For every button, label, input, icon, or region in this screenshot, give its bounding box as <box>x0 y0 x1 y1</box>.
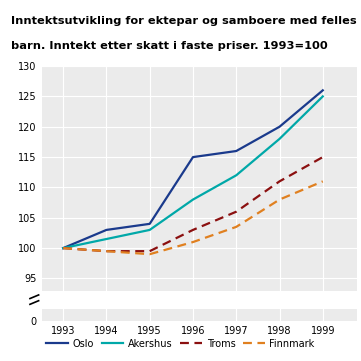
Text: barn. Inntekt etter skatt i faste priser. 1993=100: barn. Inntekt etter skatt i faste priser… <box>11 41 327 51</box>
Legend: Oslo, Akershus, Troms, Finnmark: Oslo, Akershus, Troms, Finnmark <box>43 335 318 353</box>
Text: Inntektsutvikling for ektepar og samboere med felles: Inntektsutvikling for ektepar og samboer… <box>11 16 356 26</box>
